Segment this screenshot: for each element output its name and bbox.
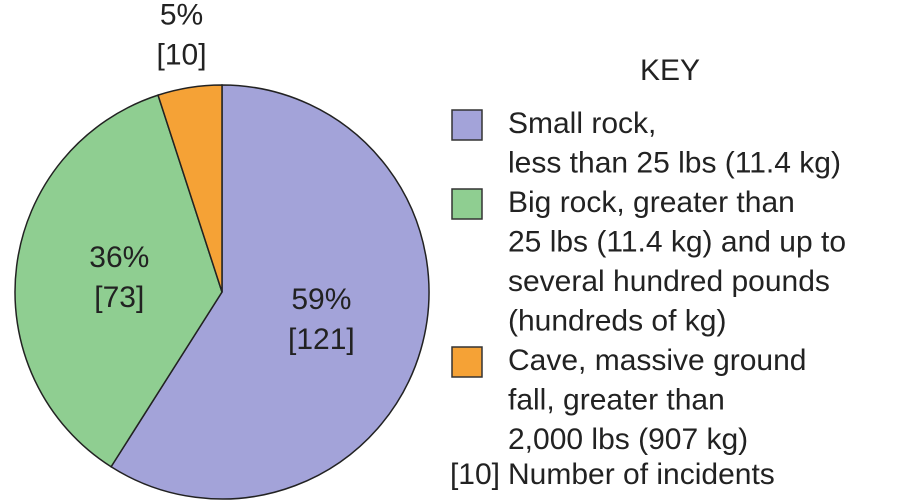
pie-slice xyxy=(14,94,223,468)
legend-label: Small rock, xyxy=(508,107,656,140)
legend-label: 25 lbs (11.4 kg) and up to xyxy=(508,225,846,258)
count-label: [10] xyxy=(156,38,206,71)
key-note-symbol: [10] xyxy=(450,458,500,491)
value-label: 36% xyxy=(89,241,149,274)
value-label: 59% xyxy=(291,283,351,316)
legend-label: Big rock, greater than xyxy=(508,186,795,219)
legend-label: several hundred pounds xyxy=(508,265,830,298)
legend-swatch xyxy=(451,188,483,220)
legend-label: fall, greater than xyxy=(508,383,725,416)
count-label: [73] xyxy=(94,281,144,314)
legend-swatch xyxy=(451,109,483,141)
legend-label: Cave, massive ground xyxy=(508,344,806,377)
legend-swatch xyxy=(451,346,483,378)
legend-label: 2,000 lbs (907 kg) xyxy=(508,423,748,456)
key-note-text: Number of incidents xyxy=(508,458,775,491)
pie-slice xyxy=(157,84,223,293)
count-label: [121] xyxy=(288,323,355,356)
pie-slice xyxy=(110,84,430,500)
legend-title: KEY xyxy=(640,54,700,87)
value-label: 5% xyxy=(160,0,203,31)
legend-label: less than 25 lbs (11.4 kg) xyxy=(508,146,841,179)
legend-label: (hundreds of kg) xyxy=(508,304,726,337)
